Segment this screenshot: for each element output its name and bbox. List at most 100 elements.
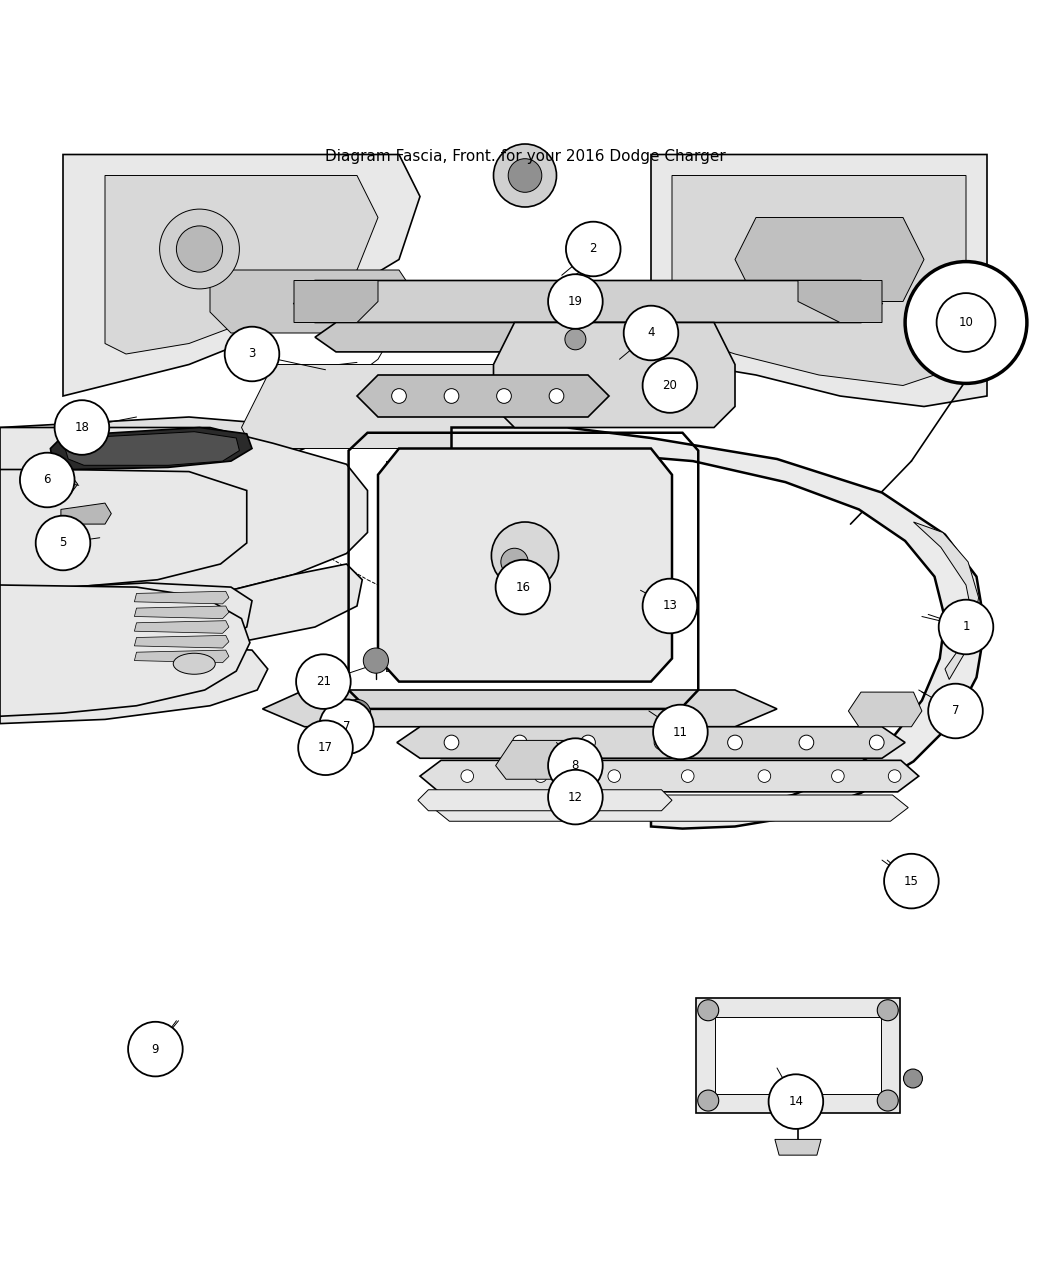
Text: 18: 18 [75, 421, 89, 434]
Circle shape [548, 738, 603, 793]
Circle shape [444, 736, 459, 750]
Polygon shape [294, 280, 378, 323]
Polygon shape [735, 218, 924, 301]
Polygon shape [0, 469, 247, 590]
Circle shape [549, 389, 564, 403]
Circle shape [888, 770, 901, 783]
Text: 19: 19 [568, 295, 583, 309]
Polygon shape [775, 1140, 821, 1155]
Circle shape [697, 1000, 718, 1021]
Circle shape [176, 226, 223, 272]
Polygon shape [0, 417, 304, 472]
Circle shape [160, 209, 239, 289]
Circle shape [654, 736, 669, 750]
Text: 10: 10 [959, 316, 973, 329]
Circle shape [758, 770, 771, 783]
Circle shape [728, 736, 742, 750]
Polygon shape [418, 789, 672, 811]
Circle shape [799, 736, 814, 750]
Circle shape [548, 274, 603, 329]
Circle shape [225, 326, 279, 381]
Circle shape [697, 1090, 718, 1111]
Polygon shape [210, 270, 420, 333]
Polygon shape [848, 692, 922, 727]
Polygon shape [294, 280, 882, 323]
Text: 16: 16 [516, 580, 530, 594]
Circle shape [534, 770, 547, 783]
Text: 9: 9 [151, 1043, 160, 1056]
Text: 7: 7 [951, 705, 960, 718]
Polygon shape [0, 648, 268, 724]
Text: 14: 14 [789, 1095, 803, 1108]
Text: 20: 20 [663, 379, 677, 391]
Polygon shape [0, 583, 252, 664]
Circle shape [565, 329, 586, 349]
Text: 1: 1 [962, 621, 970, 634]
Circle shape [497, 389, 511, 403]
FancyBboxPatch shape [714, 1016, 882, 1094]
Circle shape [392, 389, 406, 403]
Polygon shape [452, 427, 985, 829]
Polygon shape [378, 449, 672, 682]
Circle shape [343, 700, 371, 727]
Circle shape [494, 144, 556, 207]
FancyBboxPatch shape [695, 997, 900, 1113]
Circle shape [128, 1021, 183, 1076]
Polygon shape [651, 154, 987, 407]
Polygon shape [798, 280, 882, 323]
Text: 2: 2 [589, 242, 597, 255]
Polygon shape [357, 375, 609, 417]
Circle shape [608, 770, 621, 783]
Polygon shape [420, 760, 919, 792]
Polygon shape [262, 690, 777, 727]
Ellipse shape [173, 653, 215, 674]
Text: 17: 17 [318, 741, 333, 755]
Circle shape [937, 293, 995, 352]
Polygon shape [42, 476, 78, 495]
Circle shape [581, 736, 595, 750]
Circle shape [877, 1000, 898, 1021]
Circle shape [508, 158, 542, 193]
Circle shape [624, 306, 678, 361]
Circle shape [296, 654, 351, 709]
Polygon shape [494, 323, 735, 427]
Circle shape [928, 683, 983, 738]
Polygon shape [496, 741, 590, 779]
Polygon shape [134, 592, 229, 604]
Circle shape [869, 736, 884, 750]
Circle shape [444, 389, 459, 403]
Text: 21: 21 [316, 674, 331, 688]
Polygon shape [134, 606, 229, 618]
Circle shape [55, 400, 109, 455]
Circle shape [496, 560, 550, 615]
Polygon shape [61, 504, 111, 524]
Polygon shape [672, 176, 966, 385]
Text: 4: 4 [647, 326, 655, 339]
Circle shape [681, 770, 694, 783]
Circle shape [903, 1068, 922, 1088]
Circle shape [769, 1075, 823, 1128]
Polygon shape [65, 432, 239, 465]
Circle shape [461, 770, 474, 783]
Circle shape [491, 521, 559, 589]
Circle shape [877, 1090, 898, 1111]
Circle shape [363, 648, 388, 673]
Polygon shape [914, 521, 979, 680]
Polygon shape [63, 154, 987, 449]
Polygon shape [0, 585, 250, 717]
Text: 11: 11 [673, 725, 688, 738]
Polygon shape [134, 621, 229, 634]
Polygon shape [433, 796, 908, 821]
Circle shape [298, 720, 353, 775]
Text: Diagram Fascia, Front. for your 2016 Dodge Charger: Diagram Fascia, Front. for your 2016 Dod… [324, 149, 726, 164]
Circle shape [653, 705, 708, 760]
Text: 6: 6 [43, 473, 51, 487]
Circle shape [512, 736, 527, 750]
Text: 12: 12 [568, 790, 583, 803]
Text: 15: 15 [904, 875, 919, 887]
Polygon shape [50, 427, 252, 469]
Polygon shape [105, 176, 378, 354]
Polygon shape [134, 635, 229, 648]
Text: 5: 5 [59, 537, 67, 550]
Circle shape [643, 358, 697, 413]
